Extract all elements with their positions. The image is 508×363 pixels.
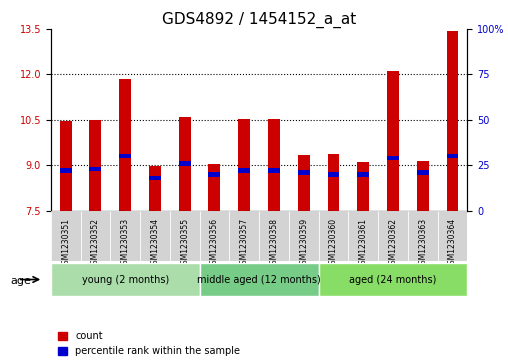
Bar [149, 176, 161, 180]
FancyBboxPatch shape [319, 211, 348, 261]
Text: GSM1230363: GSM1230363 [418, 218, 427, 269]
Bar [328, 154, 339, 211]
FancyBboxPatch shape [378, 211, 408, 261]
Bar [357, 162, 369, 211]
Bar [268, 119, 280, 211]
Bar [268, 168, 280, 173]
Bar [417, 170, 429, 175]
Bar [208, 164, 220, 211]
FancyBboxPatch shape [81, 211, 110, 261]
FancyBboxPatch shape [319, 263, 467, 296]
Bar [179, 161, 190, 166]
FancyBboxPatch shape [140, 211, 170, 261]
Text: GSM1230360: GSM1230360 [329, 218, 338, 269]
Bar [417, 161, 429, 211]
Text: GSM1230362: GSM1230362 [389, 218, 397, 269]
Bar [387, 72, 399, 211]
Text: GSM1230351: GSM1230351 [61, 218, 70, 269]
Text: GSM1230358: GSM1230358 [269, 218, 278, 269]
Bar [119, 154, 131, 158]
Bar [60, 168, 72, 173]
Bar [89, 167, 102, 171]
Bar [89, 120, 102, 211]
FancyBboxPatch shape [259, 211, 289, 261]
FancyBboxPatch shape [170, 211, 200, 261]
Bar [447, 30, 458, 211]
FancyBboxPatch shape [289, 211, 319, 261]
Bar [298, 155, 310, 211]
FancyBboxPatch shape [110, 211, 140, 261]
FancyBboxPatch shape [51, 263, 200, 296]
Text: age: age [10, 276, 31, 286]
Text: young (2 months): young (2 months) [82, 274, 169, 285]
Bar [238, 119, 250, 211]
FancyBboxPatch shape [51, 211, 81, 261]
FancyBboxPatch shape [200, 211, 229, 261]
FancyBboxPatch shape [437, 211, 467, 261]
Legend: count, percentile rank within the sample: count, percentile rank within the sample [56, 329, 242, 358]
FancyBboxPatch shape [348, 211, 378, 261]
Text: GSM1230357: GSM1230357 [240, 218, 249, 269]
Bar [298, 170, 310, 175]
Bar [357, 172, 369, 176]
Text: GSM1230352: GSM1230352 [91, 218, 100, 269]
Bar [208, 172, 220, 176]
Text: GSM1230361: GSM1230361 [359, 218, 368, 269]
Text: GSM1230359: GSM1230359 [299, 218, 308, 269]
FancyBboxPatch shape [229, 211, 259, 261]
Bar [328, 172, 339, 176]
Text: GSM1230355: GSM1230355 [180, 218, 189, 269]
FancyBboxPatch shape [200, 263, 319, 296]
Bar [238, 168, 250, 173]
Bar [387, 156, 399, 160]
Bar [179, 117, 190, 211]
Text: middle aged (12 months): middle aged (12 months) [197, 274, 321, 285]
Text: GSM1230353: GSM1230353 [121, 218, 130, 269]
Text: GSM1230364: GSM1230364 [448, 218, 457, 269]
Text: GSM1230354: GSM1230354 [150, 218, 160, 269]
Text: GSM1230356: GSM1230356 [210, 218, 219, 269]
Title: GDS4892 / 1454152_a_at: GDS4892 / 1454152_a_at [162, 12, 356, 28]
Text: aged (24 months): aged (24 months) [350, 274, 437, 285]
Bar [60, 121, 72, 211]
Bar [149, 166, 161, 211]
FancyBboxPatch shape [408, 211, 437, 261]
Bar [119, 79, 131, 211]
Bar [447, 154, 458, 158]
